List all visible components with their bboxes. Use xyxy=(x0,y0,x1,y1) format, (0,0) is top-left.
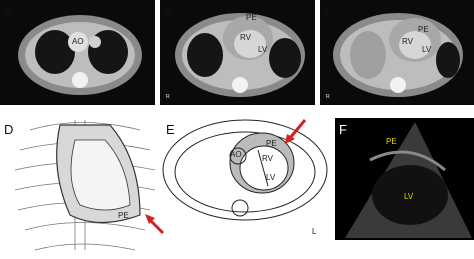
panel-label: F xyxy=(339,122,347,137)
ct-panel-a xyxy=(0,0,155,105)
panel-label: A xyxy=(4,4,13,19)
ct-panel-c xyxy=(320,0,474,105)
annotation: RV xyxy=(240,33,252,42)
annotation: R xyxy=(326,94,330,100)
panel-label: B xyxy=(164,4,173,19)
annotation: PE xyxy=(266,139,277,148)
annotation: R xyxy=(166,94,170,100)
echo-panel-f xyxy=(335,118,474,240)
arrows xyxy=(145,119,307,235)
panel-label: E xyxy=(166,122,175,137)
annotation: RV xyxy=(402,37,414,46)
annotation: RV xyxy=(262,154,274,163)
annotation: LV xyxy=(258,45,268,54)
annotation: PE xyxy=(418,25,429,34)
rib-cage-drawing xyxy=(14,120,156,251)
panel-label: C xyxy=(324,4,333,19)
annotation: LV xyxy=(404,192,414,201)
annotation: PE xyxy=(118,211,129,220)
annotation: AO xyxy=(230,150,242,159)
annotation: PE xyxy=(246,13,257,22)
annotation: LV xyxy=(422,45,432,54)
annotation: LV xyxy=(266,173,276,182)
annotation: PE xyxy=(386,137,397,146)
annotation: L xyxy=(312,227,317,236)
ct-panel-b xyxy=(160,0,315,105)
panel-label: D xyxy=(4,122,13,137)
cross-section-drawing xyxy=(162,119,328,221)
annotation: AO xyxy=(72,37,84,46)
